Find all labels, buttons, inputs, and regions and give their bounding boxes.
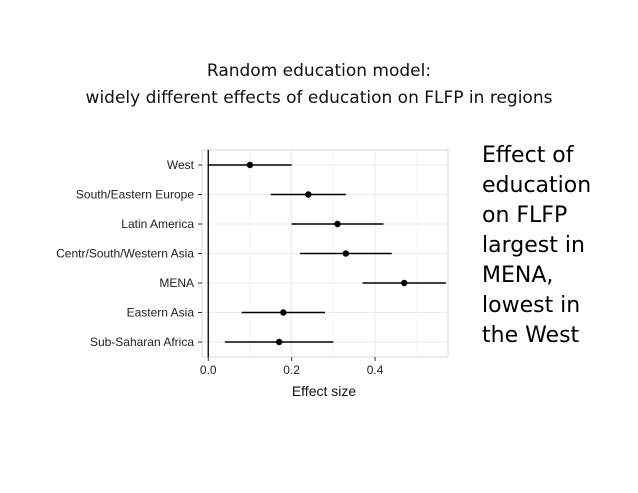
y-tick-label: Centr/South/Western Asia xyxy=(56,247,194,261)
y-tick-label: South/Eastern Europe xyxy=(76,188,194,202)
x-tick-label: 0.0 xyxy=(200,363,217,377)
point-estimate xyxy=(275,338,283,346)
y-tick-label: Latin America xyxy=(121,217,194,231)
y-tick-label: West xyxy=(167,158,195,172)
point-estimate xyxy=(401,279,408,287)
side-annotation-line: largest in xyxy=(482,233,585,258)
x-tick-label: 0.4 xyxy=(367,363,384,377)
point-estimate xyxy=(280,309,287,316)
x-axis-title: Effect size xyxy=(292,383,357,399)
point-estimate xyxy=(305,191,312,198)
side-annotation: Effect of education on FLFP largest in M… xyxy=(482,141,632,351)
point-estimate xyxy=(246,161,254,169)
y-tick-label: Eastern Asia xyxy=(127,306,195,320)
slide-title: Random education model: widely different… xyxy=(0,58,638,112)
side-annotation-line: the West xyxy=(482,323,580,348)
side-annotation-line: Effect of xyxy=(482,143,574,168)
title-line-1: Random education model: xyxy=(206,61,432,81)
point-estimate xyxy=(334,220,341,228)
side-annotation-line: lowest in xyxy=(482,293,581,318)
side-annotation-line: education xyxy=(482,173,592,198)
y-tick-label: MENA xyxy=(159,276,194,290)
side-annotation-line: MENA, xyxy=(482,263,554,288)
title-line-2: widely different effects of education on… xyxy=(85,88,553,108)
x-tick-label: 0.2 xyxy=(283,363,300,377)
side-annotation-line: on FLFP xyxy=(482,203,568,228)
point-estimate xyxy=(342,250,350,257)
y-tick-label: Sub-Saharan Africa xyxy=(90,335,194,349)
